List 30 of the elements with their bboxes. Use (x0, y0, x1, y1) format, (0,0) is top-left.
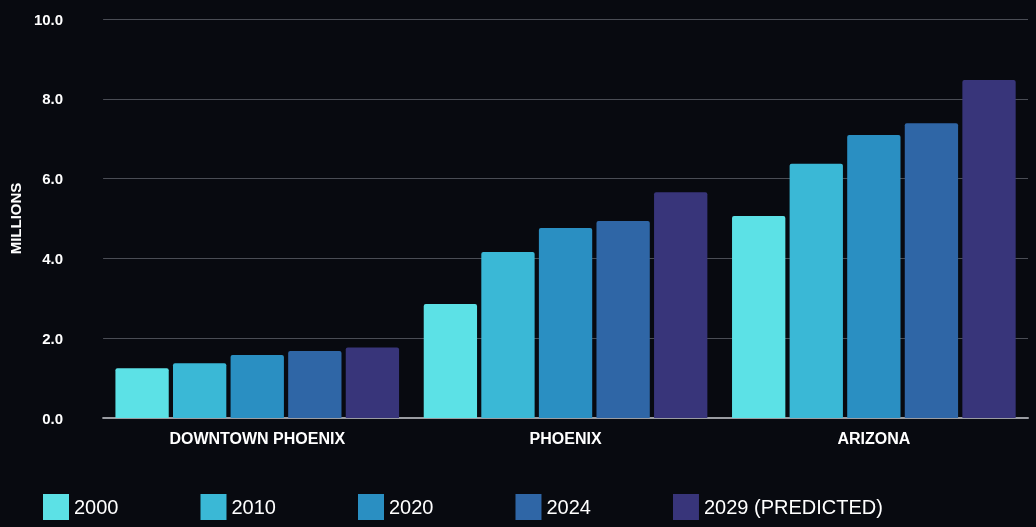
bar (654, 192, 708, 418)
legend-label: 2020 (388, 496, 434, 518)
bar (962, 80, 1016, 418)
bar (173, 363, 227, 418)
bar (230, 354, 284, 418)
y-tick-label: 10.0 (33, 10, 64, 28)
y-tick-label: 0.0 (42, 409, 64, 427)
bar (904, 123, 959, 418)
legend-label: 2010 (231, 496, 276, 518)
bar (115, 368, 169, 418)
bar (288, 350, 342, 418)
y-tick-label: 2.0 (42, 329, 64, 347)
legend-label: 2029 (PREDICTED) (703, 496, 883, 518)
bar (732, 216, 786, 418)
x-tick-label: ARIZONA (837, 429, 911, 447)
bar (789, 163, 843, 418)
bar (481, 252, 535, 418)
bar (847, 135, 901, 418)
y-tick-label: 8.0 (42, 90, 64, 108)
y-tick-label: 6.0 (42, 170, 64, 188)
y-axis-title: MILLIONS (7, 182, 24, 255)
legend-label: 2024 (546, 496, 591, 518)
bar (596, 220, 650, 418)
x-tick-label: DOWNTOWN PHOENIX (169, 429, 346, 447)
bar (538, 228, 593, 418)
x-tick-label: PHOENIX (529, 429, 602, 447)
bar (423, 303, 478, 418)
legend-label: 2000 (74, 496, 119, 518)
bar (345, 347, 400, 418)
y-tick-label: 4.0 (42, 249, 64, 267)
